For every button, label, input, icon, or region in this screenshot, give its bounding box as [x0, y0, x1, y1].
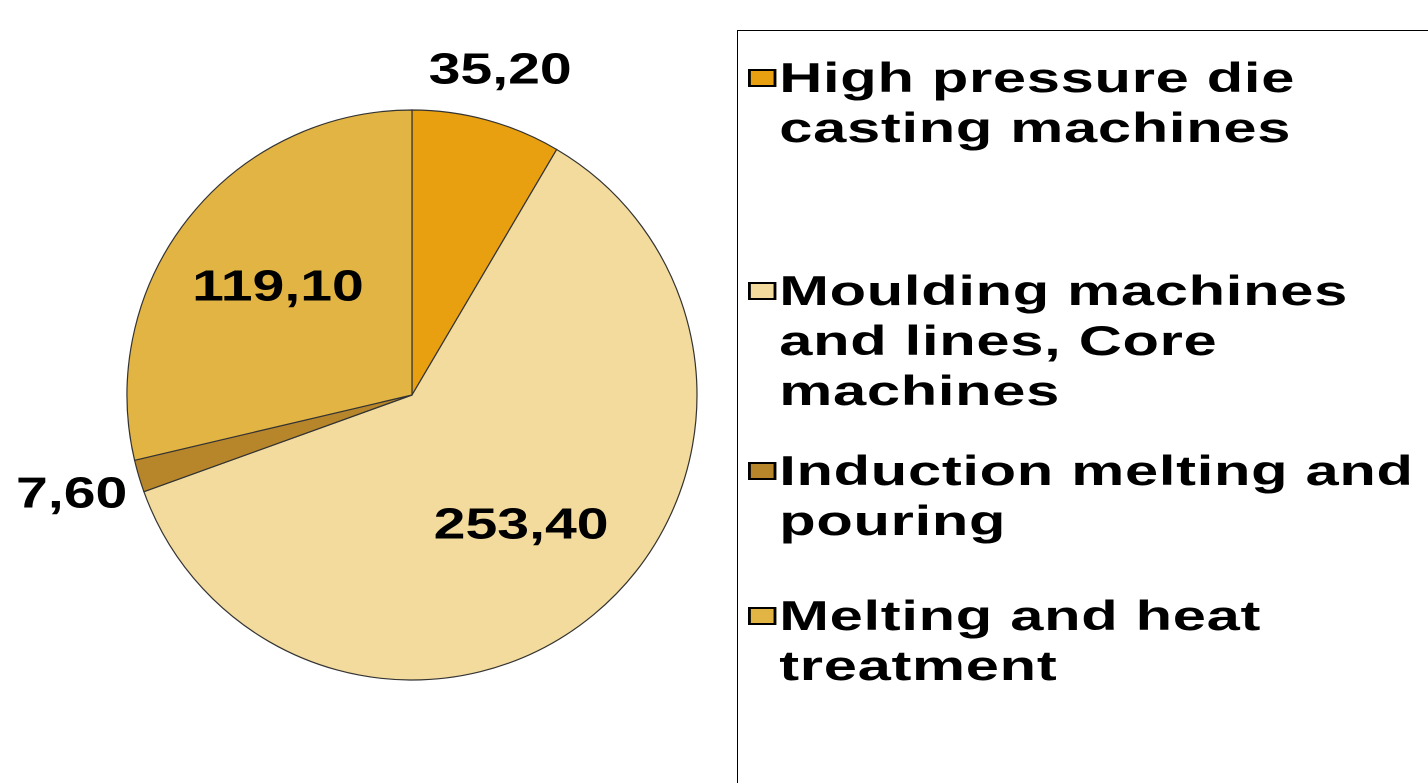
legend-label: Induction melting and pouring	[779, 447, 1414, 544]
chart: 35,20 253,40 7,60 119,10	[16, 44, 698, 681]
legend-entry: Induction melting and pouring	[748, 446, 1428, 546]
legend: High pressure die casting machines Mouldi…	[737, 30, 1428, 783]
legend-entry: High pressure die casting machines	[748, 53, 1428, 153]
data-label: 7,60	[16, 468, 127, 517]
pie-slice	[126, 109, 413, 462]
data-label: 119,10	[192, 261, 364, 310]
pie-slice	[411, 109, 558, 398]
legend-swatch	[748, 69, 777, 87]
legend-label: High pressure die casting machines	[779, 54, 1296, 151]
legend-entry: Melting and heat treatment	[748, 591, 1428, 691]
legend-swatch	[748, 282, 777, 300]
data-label: 35,20	[429, 44, 572, 93]
legend-entry: Moulding machines and lines, Core machin…	[748, 266, 1428, 416]
legend-swatch	[748, 462, 777, 480]
legend-label: Moulding machines and lines, Core machin…	[779, 267, 1348, 414]
legend-label: Melting and heat treatment	[779, 592, 1262, 689]
legend-swatch	[748, 607, 777, 625]
data-label: 253,40	[434, 499, 609, 548]
pie-slice	[143, 148, 698, 681]
